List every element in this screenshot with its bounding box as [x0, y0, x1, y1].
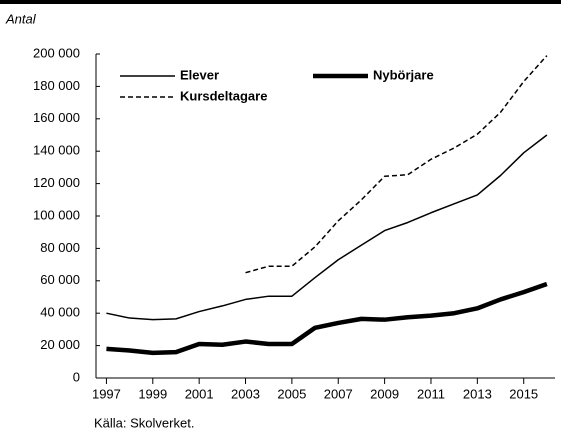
y-tick-label: 60 000 — [40, 272, 80, 287]
legend-label: Nybörjare — [373, 67, 434, 82]
legend-label: Kursdeltagare — [180, 88, 267, 103]
y-tick-label: 200 000 — [33, 45, 80, 60]
y-tick-label: 80 000 — [40, 240, 80, 255]
x-tick-label: 1999 — [138, 386, 167, 401]
series-line — [245, 55, 548, 274]
y-tick-label: 160 000 — [33, 110, 80, 125]
y-tick-label: 140 000 — [33, 143, 80, 158]
legend-label: Elever — [180, 67, 219, 82]
y-tick-label: 20 000 — [40, 337, 80, 352]
x-tick-label: 2013 — [463, 386, 492, 401]
y-tick-label: 40 000 — [40, 305, 80, 320]
y-tick-label: 120 000 — [33, 175, 80, 190]
y-tick-label: 0 — [73, 369, 80, 384]
y-axis-label: Antal — [5, 11, 37, 26]
x-tick-label: 1997 — [92, 386, 121, 401]
x-tick-label: 2009 — [370, 386, 399, 401]
source-note: Källa: Skolverket. — [94, 415, 194, 430]
series-line — [106, 281, 548, 356]
x-tick-label: 2015 — [509, 386, 538, 401]
x-tick-label: 2007 — [324, 386, 353, 401]
x-tick-label: 2011 — [417, 386, 445, 401]
x-tick-label: 2003 — [231, 386, 260, 401]
y-tick-label: 180 000 — [33, 78, 80, 93]
series-line — [106, 134, 548, 321]
header-bar — [0, 0, 561, 4]
y-tick-label: 100 000 — [33, 207, 80, 222]
x-tick-label: 2001 — [185, 386, 214, 401]
x-tick-label: 2005 — [277, 386, 306, 401]
